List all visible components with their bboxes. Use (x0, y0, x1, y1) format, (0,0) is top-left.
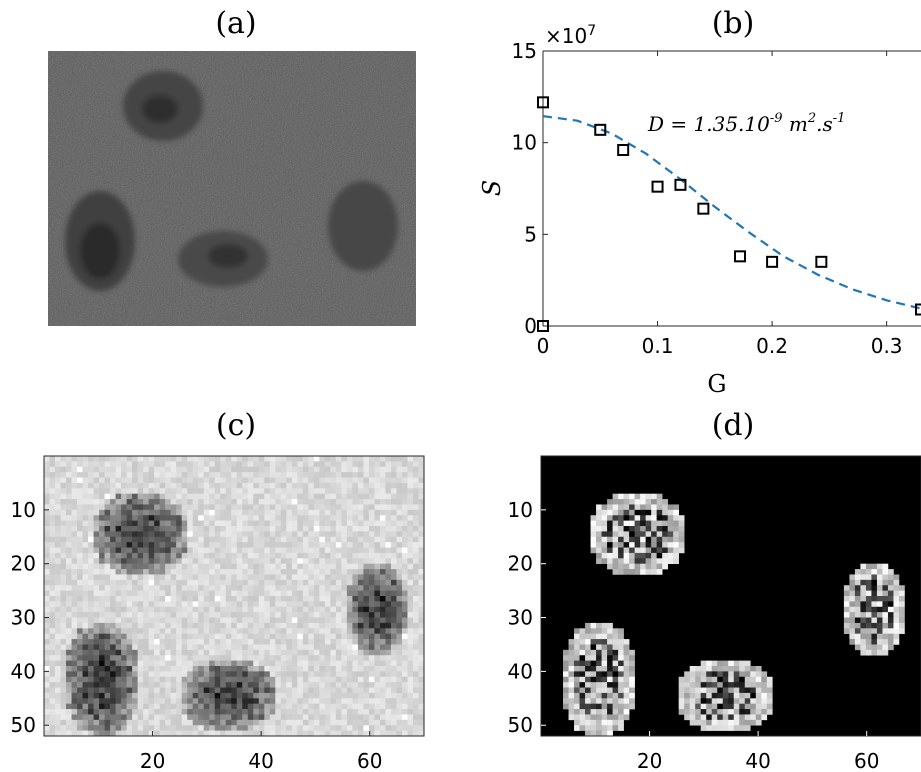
y-tick-label: 10 (11, 498, 36, 522)
x-tick-label: 40 (248, 749, 273, 772)
x-tick-label: 40 (745, 749, 770, 772)
data-point-marker (915, 303, 921, 316)
data-point-marker (537, 96, 549, 109)
cell-blob (80, 223, 120, 279)
chart-b: 0 0.1 0.2 0.3 0 5 10 15 ×107 G S D = 1.35.10-9 m2.s… (478, 23, 921, 398)
data-point-marker (537, 320, 549, 332)
heatmap-frame (540, 455, 921, 737)
x-tick-label: 0 (537, 334, 550, 358)
y-exponent-label: ×107 (545, 23, 596, 48)
microscopy-image (48, 51, 416, 326)
x-tick-label: 20 (140, 749, 165, 772)
x-tick-label: 20 (637, 749, 662, 772)
y-tick-label: 5 (524, 222, 537, 246)
data-point-marker (617, 144, 630, 156)
cell-blob (142, 95, 178, 123)
data-point-marker (815, 255, 828, 268)
y-tick-label: 15 (512, 39, 537, 63)
y-tick-label: 40 (11, 659, 36, 683)
x-tick-label: 60 (854, 749, 879, 772)
data-point-marker (651, 180, 664, 193)
y-tick-label: 50 (11, 713, 36, 737)
data-point-marker (674, 178, 687, 191)
cell-blob (328, 181, 398, 271)
y-tick-label: 0 (524, 314, 537, 338)
x-tick-label: 60 (357, 749, 382, 772)
y-tick-label: 50 (508, 713, 533, 737)
heatmap-d-svg: 20 40 60 10 20 30 40 50 (508, 455, 921, 772)
y-tick-label: 30 (11, 606, 36, 630)
x-tick-label: 0.1 (642, 334, 674, 358)
y-exponent-value: 7 (587, 23, 596, 39)
x-axis-label: G (707, 370, 726, 398)
heatmap-d: 20 40 60 10 20 30 40 50 (460, 440, 921, 772)
fit-curve (542, 115, 921, 310)
data-point-marker (594, 123, 607, 136)
data-point-marker (734, 250, 747, 263)
y-tick-label: 20 (508, 552, 533, 576)
y-tick-label: 10 (508, 498, 533, 522)
data-point-marker (697, 202, 710, 215)
x-tick-label: 0.2 (756, 334, 788, 358)
y-tick-label: 20 (11, 552, 36, 576)
x-tick-label: 0.3 (871, 334, 903, 358)
y-tick-label: 40 (508, 659, 533, 683)
panel-d-label: (d) (711, 408, 755, 443)
fit-annotation: D = 1.35.10-9 m2.s-1 (647, 111, 845, 136)
heatmap-c: 20 40 60 10 20 30 40 50 (0, 440, 460, 772)
cell-blob (208, 244, 248, 268)
y-axis-label: S (478, 180, 506, 196)
y-tick-label: 10 (512, 131, 537, 155)
panel-a-label: (a) (215, 6, 257, 41)
heatmap-frame (43, 455, 425, 737)
panel-b-label: (b) (711, 6, 755, 41)
panel-c-label: (c) (215, 408, 257, 443)
data-point-marker (766, 255, 779, 268)
y-tick-label: 30 (508, 606, 533, 630)
chart-b-svg: 0 0.1 0.2 0.3 0 5 10 15 ×107 G S D = 1.35.10-9 m2.s… (478, 23, 921, 398)
microscopy-svg (48, 51, 416, 326)
heatmap-c-svg: 20 40 60 10 20 30 40 50 (11, 455, 425, 772)
